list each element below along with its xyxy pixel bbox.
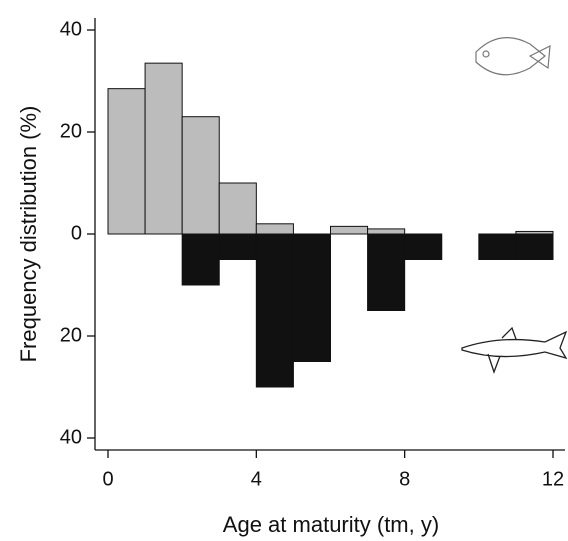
bar <box>181 233 220 286</box>
bar <box>367 228 406 235</box>
x-tick-label: 8 <box>399 468 410 490</box>
bar <box>255 223 294 235</box>
bar <box>515 233 554 260</box>
y-tick-label: 40 <box>60 18 82 40</box>
y-tick-label: 20 <box>60 120 82 142</box>
bar <box>255 233 294 388</box>
y-axis-label: Frequency distribution (%) <box>16 106 41 363</box>
fish-icon <box>475 37 551 76</box>
y-tick-label: 40 <box>60 426 82 448</box>
x-axis-label: Age at maturity (tm, y) <box>223 512 439 537</box>
x-tick-label: 12 <box>542 468 564 490</box>
bar <box>218 182 257 235</box>
y-tick-label: 0 <box>71 222 82 244</box>
bar <box>107 88 146 235</box>
bar <box>181 116 220 235</box>
bar <box>330 225 369 235</box>
bar <box>218 233 257 260</box>
y-tick-label: 20 <box>60 324 82 346</box>
bar <box>367 233 406 311</box>
bar <box>292 233 331 362</box>
x-tick-label: 0 <box>102 468 113 490</box>
shark-icon <box>461 326 568 374</box>
bar <box>478 233 517 260</box>
bar <box>144 62 183 235</box>
bar <box>404 233 443 260</box>
x-tick-label: 4 <box>251 468 262 490</box>
